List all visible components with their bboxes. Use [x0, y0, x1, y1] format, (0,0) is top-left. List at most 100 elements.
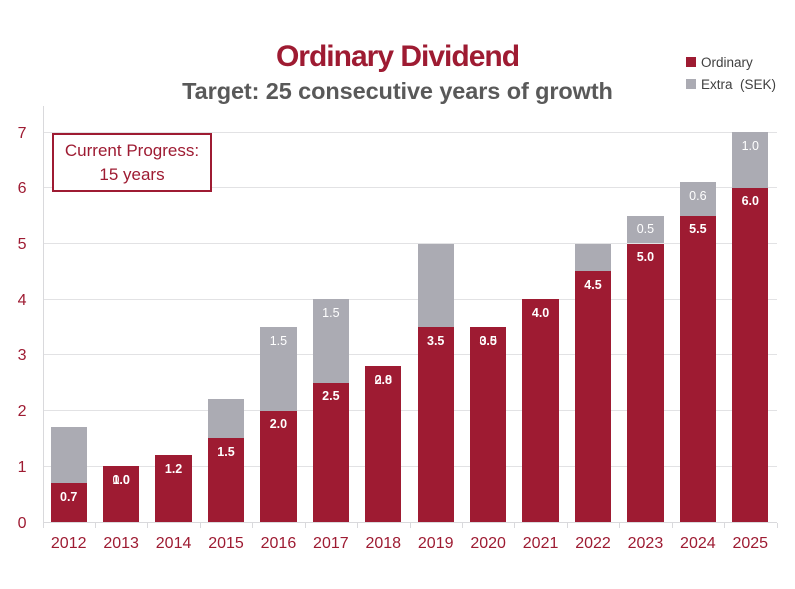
bar-label-2015-ordinary: 1.5: [217, 444, 235, 459]
bar-label-2022-ordinary: 4.5: [584, 277, 602, 292]
chart-subtitle: Target: 25 consecutive years of growth: [182, 78, 613, 104]
y-axis-line: [42, 106, 44, 522]
x-axis-tick: [619, 523, 621, 528]
progress-line-2: 15 years: [99, 164, 165, 184]
bar-label-2023-extra: 0.5: [636, 222, 655, 237]
legend-swatch-extra: [686, 79, 696, 89]
x-axis-line: [42, 522, 777, 523]
y-axis-label-4: 4: [17, 291, 27, 309]
progress-annotation-box: Current Progress: 15 years: [52, 133, 212, 192]
x-axis-tick: [724, 523, 726, 528]
bar-label-2018-ordinary: 2.8: [374, 372, 392, 387]
x-axis-tick: [304, 523, 306, 528]
bar-label-2012-ordinary: 0.7: [60, 489, 78, 504]
x-axis-tick: [357, 523, 359, 528]
bar-2022-ordinary[interactable]: [574, 271, 612, 522]
bar-2014-ordinary[interactable]: [155, 455, 192, 522]
y-axis-label-3: 3: [17, 347, 27, 365]
gridline-y-5: [42, 243, 777, 244]
bar-2020-ordinary[interactable]: [469, 327, 507, 522]
gridline-y-4: [42, 298, 777, 300]
x-axis-label-2016: 2016: [260, 535, 297, 552]
x-axis-label-2012: 2012: [50, 535, 87, 552]
legend-item-ordinary[interactable]: Ordinary: [686, 51, 776, 73]
bar-2019-extra[interactable]: [417, 243, 454, 328]
bar-2015-ordinary[interactable]: [207, 438, 245, 522]
bar-2012-extra[interactable]: [50, 427, 87, 483]
gridline-y-7: [42, 131, 777, 133]
bar-label-2025-extra: 1.0: [741, 138, 759, 153]
y-axis-label-6: 6: [17, 180, 27, 198]
x-axis-tick: [461, 523, 463, 528]
bar-2025-ordinary[interactable]: [732, 187, 769, 522]
x-axis-label-2013: 2013: [103, 535, 139, 552]
bar-2024-ordinary[interactable]: [679, 215, 717, 522]
bar-label-2024-ordinary: 5.5: [689, 222, 707, 237]
bar-2021-ordinary[interactable]: [522, 299, 559, 522]
legend-label-ordinary: Ordinary: [701, 54, 753, 70]
x-axis-label-2023: 2023: [627, 535, 664, 552]
bar-2023-ordinary[interactable]: [627, 243, 664, 522]
x-axis-tick: [776, 523, 778, 528]
x-axis-label-2022: 2022: [575, 535, 611, 552]
bar-2017-ordinary[interactable]: [312, 382, 350, 522]
bar-2016-extra[interactable]: [260, 327, 297, 411]
x-axis-label-2024: 2024: [680, 535, 716, 552]
x-axis-label-2015: 2015: [208, 535, 244, 552]
bar-label-2024-extra: 0.6: [689, 188, 707, 203]
gridline-y-1: [42, 465, 777, 467]
bar-label-2023-ordinary: 5.0: [636, 250, 655, 264]
bar-label-2017-ordinary: 2.5: [322, 389, 340, 404]
bar-2024-extra[interactable]: [679, 182, 717, 216]
bar-2019-ordinary[interactable]: [417, 327, 454, 522]
y-axis-label-2: 2: [17, 403, 27, 421]
x-axis-label-2014: 2014: [155, 535, 192, 552]
bar-label-2018-extra: 0.0: [374, 372, 392, 387]
x-axis-tick: [94, 523, 96, 528]
legend: Ordinary Extra (SEK): [686, 51, 776, 95]
x-axis-tick: [514, 523, 516, 528]
bar-2013-ordinary[interactable]: [102, 466, 140, 522]
x-axis-tick: [252, 523, 254, 528]
bar-2022-extra[interactable]: [574, 243, 612, 272]
chart-title: Ordinary Dividend: [275, 40, 520, 73]
bar-label-2017-extra: 1.5: [322, 305, 340, 320]
x-axis-tick: [42, 523, 44, 528]
y-axis-label-1: 1: [17, 458, 27, 476]
bar-label-2016-ordinary: 2.0: [269, 417, 288, 432]
x-axis-label-2018: 2018: [365, 535, 402, 552]
bar-2012-ordinary[interactable]: [50, 483, 87, 522]
legend-swatch-ordinary: [686, 57, 696, 67]
y-axis-label-5: 5: [17, 236, 27, 253]
x-axis-label-2020: 2020: [470, 535, 506, 552]
bar-label-2021-ordinary: 4.0: [531, 305, 550, 320]
bar-label-2020-extra: 0.0: [479, 333, 497, 348]
bar-label-2014-ordinary: 1.2: [164, 461, 183, 476]
legend-item-extra[interactable]: Extra (SEK): [686, 73, 776, 95]
progress-line-1: Current Progress:: [64, 140, 200, 160]
bar-2017-extra[interactable]: [312, 299, 350, 383]
bar-label-2025-ordinary: 6.0: [741, 194, 759, 209]
bar-2018-ordinary[interactable]: [365, 366, 402, 522]
x-axis-tick: [671, 523, 673, 528]
bar-2015-extra[interactable]: [207, 399, 245, 439]
legend-label-extra: Extra (SEK): [701, 76, 777, 92]
bar-label-2013-extra: 0.0: [112, 472, 130, 487]
gridline-y-6: [42, 187, 777, 189]
x-axis-label-2019: 2019: [417, 535, 454, 552]
x-axis-tick: [566, 523, 568, 528]
x-axis-tick: [199, 523, 201, 528]
gridline-y-3: [42, 354, 777, 356]
bar-2016-ordinary[interactable]: [260, 410, 297, 522]
bar-2025-extra[interactable]: [732, 132, 769, 188]
y-axis-label-7: 7: [17, 124, 27, 142]
x-axis-label-2017: 2017: [313, 535, 349, 552]
x-axis-label-2021: 2021: [522, 535, 559, 552]
x-axis-tick: [147, 523, 149, 528]
bar-2023-extra[interactable]: [627, 215, 664, 244]
x-axis-label-2025: 2025: [732, 535, 769, 552]
y-axis-label-0: 0: [17, 514, 27, 532]
bar-label-2020-ordinary: 3.5: [479, 333, 497, 348]
gridline-y-2: [42, 410, 777, 412]
